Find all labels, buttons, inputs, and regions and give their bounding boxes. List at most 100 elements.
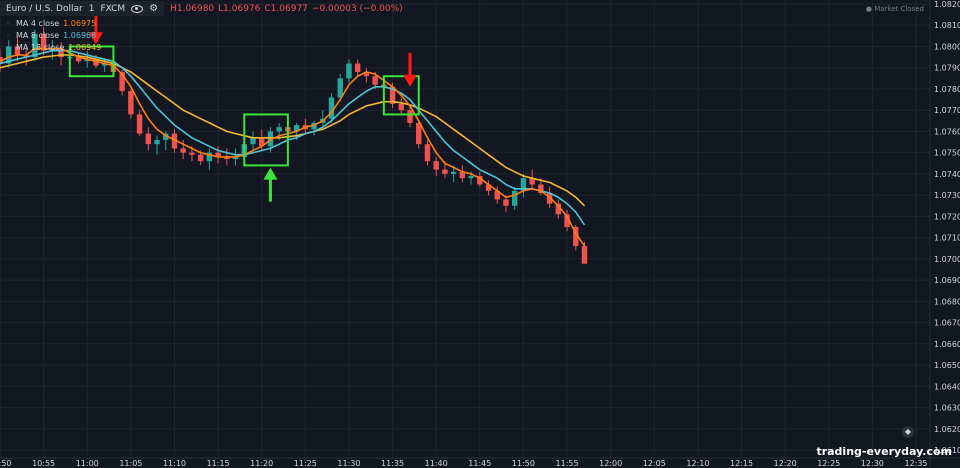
- legend-value: 1.06949: [68, 42, 102, 52]
- dot-icon: ·: [6, 18, 10, 28]
- x-tick-label: 12:35: [904, 459, 927, 468]
- y-tick-label: 1.07400: [934, 170, 960, 179]
- y-tick-label: 1.06900: [934, 276, 960, 285]
- candle-body: [136, 114, 143, 134]
- y-tick-label: 1.07700: [934, 106, 960, 115]
- candle-body: [58, 48, 64, 58]
- y-tick-label: 1.07600: [934, 127, 960, 136]
- x-tick-label: 12:15: [730, 459, 753, 468]
- candle-body: [529, 178, 535, 185]
- candle-body: [416, 122, 422, 145]
- candle-body: [354, 63, 361, 72]
- candle-body: [468, 176, 474, 179]
- y-tick-label: 1.08100: [934, 21, 960, 30]
- x-tick-label: 11:05: [119, 459, 142, 468]
- y-tick-label: 1.06500: [934, 361, 960, 370]
- y-tick-label: 1.07500: [934, 149, 960, 158]
- candle-body: [293, 125, 300, 132]
- candle-body: [224, 156, 230, 160]
- y-tick-label: 1.07100: [934, 234, 960, 243]
- market-status-text: Market Closed: [874, 5, 924, 13]
- candle-body: [538, 184, 544, 194]
- candle-body: [503, 199, 509, 206]
- candle-body: [215, 152, 221, 157]
- y-tick-label: 1.07200: [934, 212, 960, 221]
- candle-body: [6, 46, 12, 64]
- y-tick-label: 1.06400: [934, 382, 960, 391]
- candle-body: [101, 63, 108, 66]
- y-tick-label: 1.08200: [934, 0, 960, 9]
- candle-body: [32, 33, 38, 58]
- legend-label: MA 4 close: [16, 18, 60, 28]
- x-tick-label: 12:10: [686, 459, 709, 468]
- candle-body: [346, 63, 352, 79]
- legend-value: 1.06975: [63, 18, 97, 28]
- arrow-down-icon: [403, 74, 418, 87]
- x-tick-label: 11:20: [250, 459, 273, 468]
- symbol-selector[interactable]: Euro / U.S. Dollar 1 FXCM ⚙: [0, 1, 165, 16]
- candle-body: [520, 178, 527, 191]
- x-tick-label: 12:05: [643, 459, 666, 468]
- ohlc-high: H1.06980: [170, 3, 215, 14]
- candle-body: [450, 171, 457, 174]
- legend-ma4[interactable]: · MA 4 close 1.06975: [4, 17, 101, 29]
- source-label: FXCM: [100, 3, 126, 14]
- candle-body: [75, 57, 82, 62]
- x-tick-label: 12:20: [774, 459, 797, 468]
- candle-body: [485, 184, 492, 191]
- x-tick-label: 12:30: [861, 459, 884, 468]
- candle-body: [311, 122, 317, 130]
- candle-body: [93, 59, 99, 66]
- legend-ma8[interactable]: · MA 8 close 1.06968: [4, 29, 101, 41]
- candle-body: [49, 48, 56, 51]
- candle-body: [259, 137, 265, 147]
- reset-view-icon[interactable]: ◆: [902, 426, 914, 438]
- signal-box: [68, 45, 115, 78]
- y-tick-label: 1.06600: [934, 340, 960, 349]
- market-status: ● Market Closed: [865, 5, 924, 13]
- candle-body: [23, 54, 29, 58]
- eye-icon[interactable]: [131, 4, 144, 13]
- ohlc-values: H1.06980 L1.06976 C1.06977 −0.00003 (−0.…: [170, 4, 403, 14]
- legend-ma18[interactable]: · MA 18 close 1.06949: [4, 41, 102, 53]
- candle-body: [555, 203, 562, 215]
- ohlc-change: −0.00003 (−0.00%): [311, 3, 403, 14]
- candle-body: [145, 133, 152, 145]
- x-tick-label: 10:50: [0, 459, 12, 468]
- candle-body: [163, 133, 169, 140]
- y-tick-label: 1.06200: [934, 425, 960, 434]
- signal-box: [382, 75, 420, 116]
- candle-body: [232, 156, 239, 160]
- candle-body: [581, 246, 588, 264]
- candle-body: [398, 103, 404, 111]
- candle-body: [84, 59, 90, 62]
- y-tick-label: 1.07800: [934, 85, 960, 94]
- arrow-up-icon: [263, 167, 278, 180]
- candle-body: [573, 227, 579, 247]
- candle-body: [363, 71, 370, 77]
- symbol-header: Euro / U.S. Dollar 1 FXCM ⚙ H1.06980 L1.…: [0, 0, 403, 17]
- candle-body: [197, 154, 204, 162]
- legend-label: MA 8 close: [16, 30, 60, 40]
- y-tick-label: 1.06100: [934, 446, 960, 455]
- candle-body: [119, 71, 125, 92]
- candle-body: [14, 46, 21, 55]
- candle-body: [206, 152, 213, 162]
- candle-body: [459, 171, 466, 179]
- gear-icon[interactable]: ⚙: [149, 3, 159, 14]
- ma4-line: [0, 47, 586, 247]
- ohlc-low: L1.06976: [218, 3, 261, 14]
- arrow-down-icon: [88, 32, 103, 45]
- x-tick-label: 11:40: [425, 459, 448, 468]
- candle-body: [40, 33, 47, 51]
- indicator-legend: · MA 4 close 1.06975 · MA 8 close 1.0696…: [4, 17, 102, 53]
- x-tick-label: 11:50: [512, 459, 535, 468]
- candle-body: [424, 144, 431, 162]
- x-tick-label: 12:00: [599, 459, 622, 468]
- candle-body: [389, 86, 396, 104]
- candle-body: [564, 214, 570, 227]
- ma18-line: [0, 54, 586, 207]
- y-tick-label: 1.08000: [934, 42, 960, 51]
